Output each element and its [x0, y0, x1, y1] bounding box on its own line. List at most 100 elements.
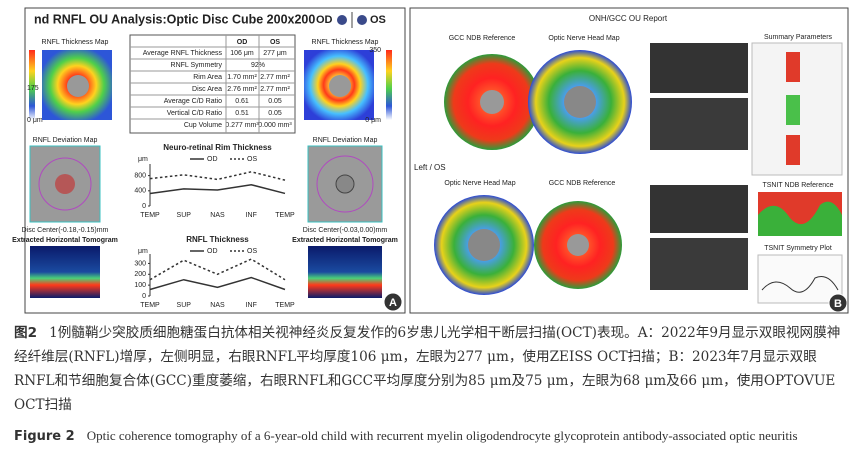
map-label: Optic Nerve Head Map [444, 180, 515, 187]
table-cell: Cup Volume [184, 122, 222, 129]
table-header: OS [270, 39, 280, 46]
x-tick-label: INF [246, 302, 257, 309]
summary-label: Summary Parameters [764, 34, 833, 41]
legend-label: OD [207, 248, 218, 255]
figure-panels: nd RNFL OU Analysis:Optic Disc Cube 200x… [12, 7, 849, 314]
legend-label: OS [247, 156, 257, 163]
y-tick-label: 100 [134, 282, 146, 289]
table-frame [129, 34, 296, 134]
panel-badge [828, 293, 848, 313]
oct-scan [650, 43, 748, 93]
disc-center: Disc Center(-0.18,-0.15)mm [22, 227, 109, 234]
color-bar [29, 50, 35, 120]
color-bar [386, 50, 392, 120]
oct-scan [650, 238, 748, 290]
y-tick-label: 300 [134, 260, 146, 267]
optic-disc [468, 229, 500, 261]
caption: 图2 1例髓鞘少突胶质细胞糖蛋白抗体相关视神经炎反复发作的6岁患儿光学相干断层扫描… [14, 321, 850, 448]
map-label: RNFL Thickness Map [42, 39, 109, 46]
dev-label: RNFL Deviation Map [33, 137, 98, 144]
table-cell: 0.05 [268, 110, 282, 117]
caption-en: Figure 2 Optic coherence tomography of a … [14, 425, 850, 448]
map-label: RNFL Thickness Map [312, 39, 379, 46]
caption-label: Figure 2 [14, 429, 75, 444]
optic-disc [480, 90, 504, 114]
table-cell: Disc Area [192, 86, 222, 93]
x-tick-label: INF [246, 212, 257, 219]
y-tick-label: 0 [142, 293, 146, 300]
x-tick-label: SUP [177, 212, 192, 219]
summary-cells [786, 135, 800, 165]
od-dot [337, 15, 347, 25]
series-line [149, 258, 286, 281]
map-label: GCC NDB Reference [549, 180, 616, 187]
x-tick-label: NAS [210, 212, 225, 219]
table-cell: 0.61 [235, 98, 249, 105]
os-label: OS [370, 14, 386, 26]
map-label: GCC NDB Reference [449, 35, 516, 42]
caption-text: 1例髓鞘少突胶质细胞糖蛋白抗体相关视神经炎反复发作的6岁患儿光学相干断层扫描(O… [14, 325, 841, 413]
panel-b-title: ONH/GCC OU Report [589, 14, 668, 23]
caption-label: 图2 [14, 325, 38, 341]
tomogram [308, 246, 382, 298]
map-label: Optic Nerve Head Map [548, 35, 619, 42]
axis-label: μm [138, 248, 148, 255]
table-cell: 106 μm [230, 50, 254, 57]
tomogram [30, 246, 100, 298]
x-tick-label: TEMP [275, 302, 295, 309]
deviation-center [335, 174, 355, 194]
table-cell: 0.000 mm³ [258, 122, 292, 129]
panel-a-title: nd RNFL OU Analysis:Optic Disc Cube 200x… [34, 12, 315, 26]
table-cell: 2.77 mm² [260, 74, 290, 81]
legend-label: OD [207, 156, 218, 163]
oct-scan [650, 185, 748, 233]
tsnit-band [758, 201, 842, 236]
x-tick-label: TEMP [140, 212, 160, 219]
symmetry-curve [761, 276, 839, 293]
table-cell: 1.70 mm² [227, 74, 257, 81]
table-cell: Average RNFL Thickness [143, 50, 223, 57]
badge-text: B [834, 298, 842, 310]
optic-disc [564, 86, 596, 118]
od-label: OD [316, 14, 333, 26]
x-tick-label: TEMP [275, 212, 295, 219]
table-cell: Vertical C/D Ratio [167, 110, 222, 117]
series-line [149, 183, 286, 195]
deviation-circle [38, 157, 92, 211]
y-tick-label: 0 [142, 203, 146, 210]
optic-disc [567, 234, 589, 256]
scale-label: 350 [369, 47, 381, 54]
x-tick-label: TEMP [140, 302, 160, 309]
optic-disc [67, 75, 89, 97]
dev-label: RNFL Deviation Map [313, 137, 378, 144]
badge-text: A [389, 297, 397, 309]
table-cell: 0.51 [235, 110, 249, 117]
x-tick-label: NAS [210, 302, 225, 309]
y-tick-label: 400 [134, 188, 146, 195]
table-cell: Rim Area [193, 74, 222, 81]
chart-title: Neuro-retinal Rim Thickness [163, 143, 272, 152]
axis-label: μm [138, 156, 148, 163]
summary-cells [786, 95, 800, 125]
deviation-center [55, 174, 75, 194]
os-dot [357, 15, 367, 25]
deviation-circle [316, 155, 374, 213]
tsnit-label: TSNIT NDB Reference [762, 182, 833, 189]
table-cell: 92% [251, 62, 265, 69]
summary-cells [786, 52, 800, 82]
y-tick-label: 200 [134, 271, 146, 278]
scale-label: 0 μm [27, 117, 43, 124]
table-cell: 2.77 mm² [260, 86, 290, 93]
caption-text: Optic coherence tomography of a 6-year-o… [86, 428, 798, 443]
table-cell: 277 μm [263, 50, 287, 57]
disc-center: Disc Center(-0.03,0.00)mm [303, 227, 388, 234]
table-header: OD [237, 39, 248, 46]
table-cell: RNFL Symmetry [171, 62, 223, 69]
table-cell: Average C/D Ratio [164, 98, 222, 105]
series-line [149, 276, 286, 291]
caption-zh: 图2 1例髓鞘少突胶质细胞糖蛋白抗体相关视神经炎反复发作的6岁患儿光学相干断层扫描… [14, 321, 850, 417]
side-label: Left / OS [414, 163, 446, 172]
chart-title: RNFL Thickness [186, 235, 249, 244]
tomogram-label: Extracted Horizontal Tomogram [292, 237, 398, 244]
